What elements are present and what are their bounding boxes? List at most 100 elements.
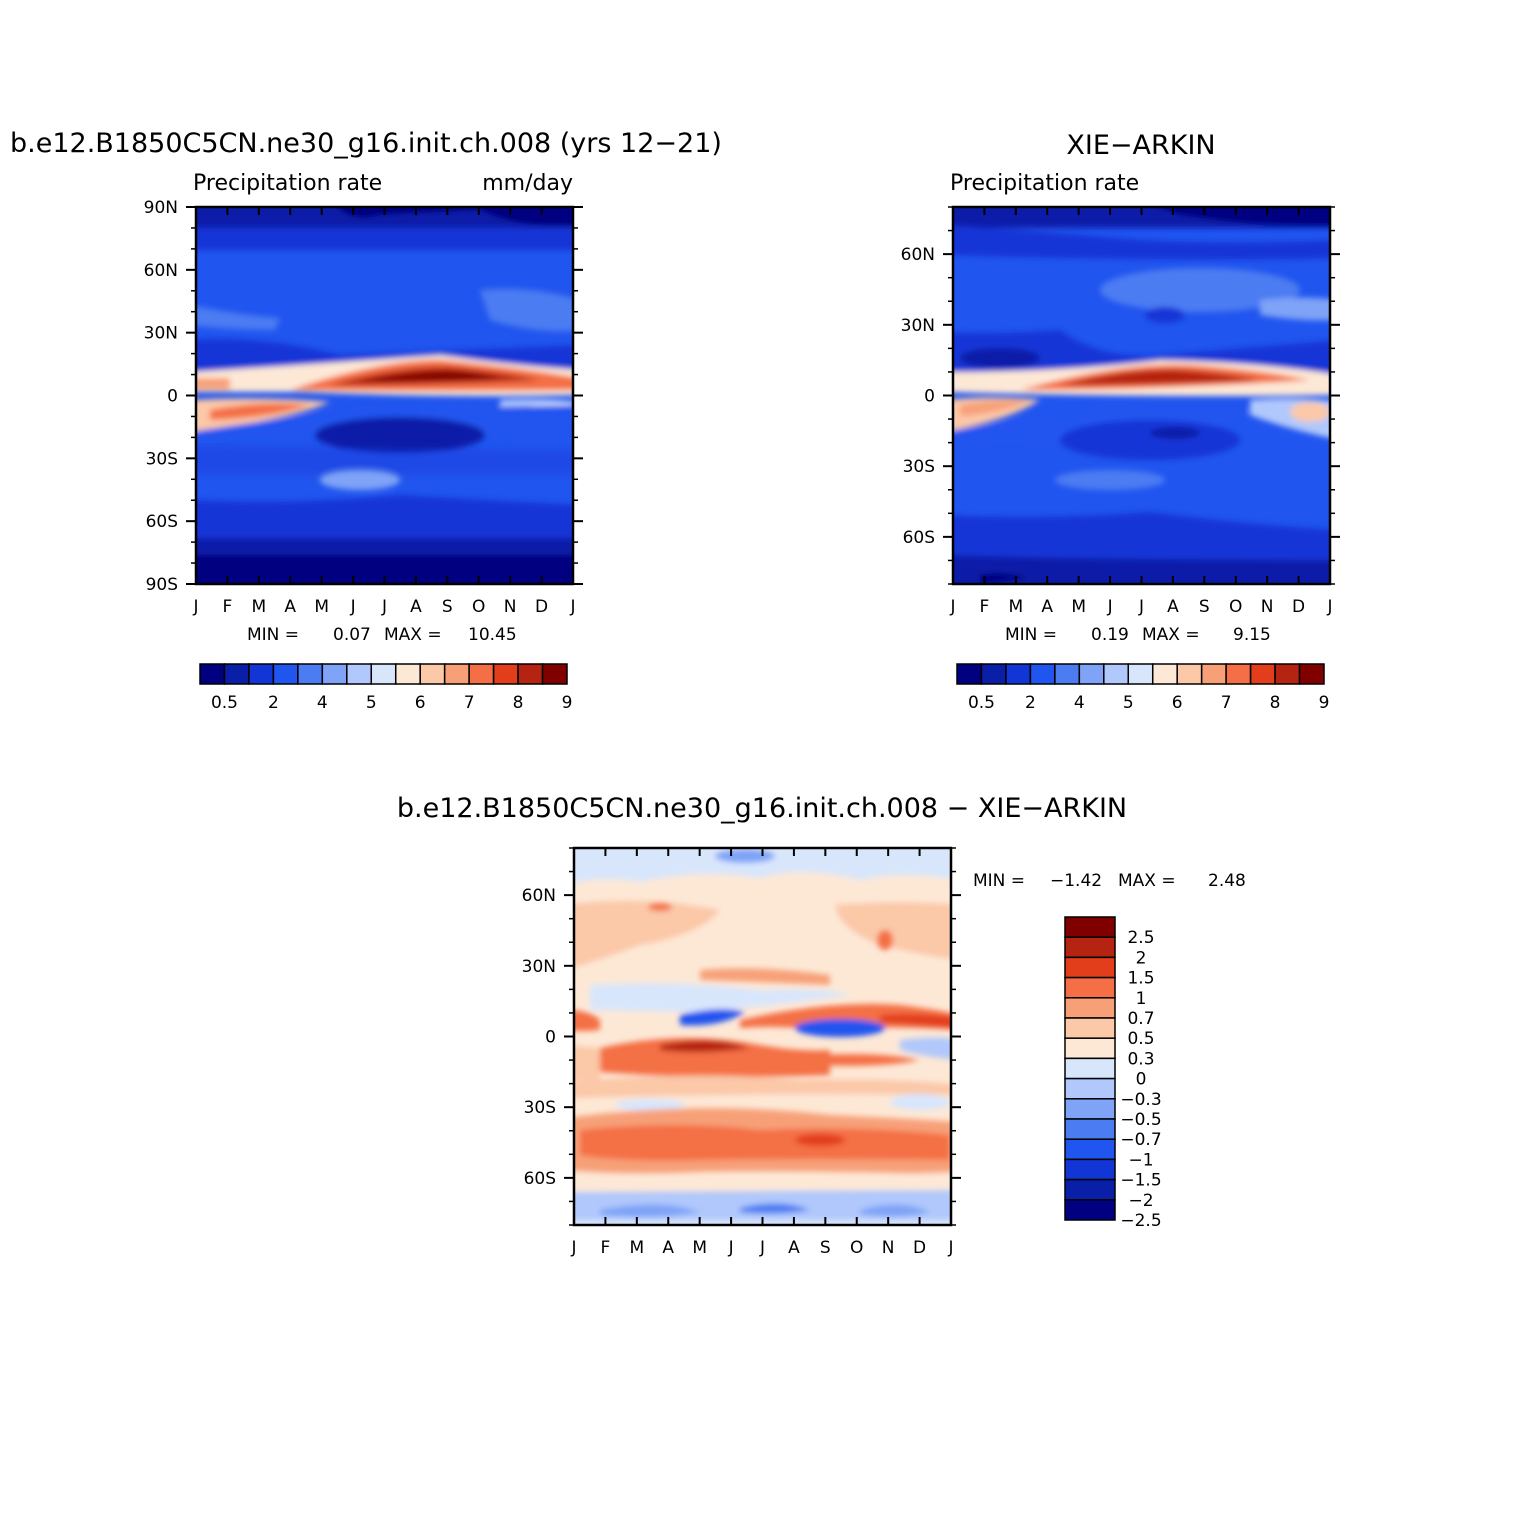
colorbar-label: 5 xyxy=(1123,693,1134,713)
colorbar-box xyxy=(370,663,397,685)
colorbar-box xyxy=(541,663,568,685)
x-tick-label: F xyxy=(601,1238,611,1258)
colorbar-box xyxy=(394,663,421,685)
y-tick-label: 60S xyxy=(903,528,935,548)
colorbar-box xyxy=(1064,1057,1116,1080)
colorbar-label: 4 xyxy=(1074,693,1085,713)
x-tick-label: M xyxy=(692,1238,707,1258)
y-tick-label: 90S xyxy=(146,575,178,595)
x-tick-label: J xyxy=(1326,597,1332,617)
x-tick-label: O xyxy=(850,1238,863,1258)
panel-model-min-label: MIN = xyxy=(247,625,299,645)
x-tick-label: M xyxy=(314,597,329,617)
x-tick-label: A xyxy=(410,597,422,617)
x-tick-label: D xyxy=(913,1238,926,1258)
panel-obs-subtitle: Precipitation rate xyxy=(950,171,1139,196)
colorbar-label: 0.5 xyxy=(968,693,995,713)
colorbar-box xyxy=(1029,663,1056,685)
y-tick-label: 90N xyxy=(144,198,178,218)
colorbar-label: 2 xyxy=(268,693,279,713)
y-tick-label: 30S xyxy=(146,449,178,469)
panel-difference-min-label: MIN = xyxy=(973,871,1025,891)
colorbar-box xyxy=(468,663,495,685)
panel-difference-min-value: −1.42 xyxy=(1050,871,1102,891)
x-tick-label: A xyxy=(662,1238,674,1258)
panel-model-field xyxy=(196,207,573,584)
colorbar-label: −2.5 xyxy=(1120,1211,1161,1231)
colorbar-box xyxy=(1064,1118,1116,1140)
panel-obs-max-value: 9.15 xyxy=(1233,625,1271,645)
colorbar-label: 2.5 xyxy=(1127,928,1154,948)
colorbar-box xyxy=(1064,1017,1116,1039)
colorbar-box xyxy=(1064,997,1116,1019)
colorbar-box xyxy=(1064,936,1116,959)
x-tick-label: J xyxy=(570,1238,576,1258)
x-tick-label: J xyxy=(728,1238,734,1258)
colorbar-box xyxy=(1274,663,1301,685)
colorbar-label: 7 xyxy=(1221,693,1232,713)
x-tick-label: J xyxy=(949,597,955,617)
panel-difference-field xyxy=(574,848,951,1225)
panel-difference-max-value: 2.48 xyxy=(1208,871,1246,891)
colorbar-box xyxy=(1103,663,1130,685)
panel-obs: XIE−ARKIN Precipitation rate xyxy=(901,130,1340,713)
colorbar-label: 6 xyxy=(415,693,426,713)
x-tick-label: O xyxy=(472,597,485,617)
colorbar-box xyxy=(1298,663,1325,685)
colorbar-label: 6 xyxy=(1172,693,1183,713)
x-tick-label: A xyxy=(284,597,296,617)
x-tick-label: M xyxy=(1008,597,1023,617)
colorbar-box xyxy=(1064,1178,1116,1201)
colorbar-box xyxy=(1249,663,1276,685)
x-tick-label: M xyxy=(629,1238,644,1258)
colorbar-label: 8 xyxy=(513,693,524,713)
colorbar-box xyxy=(980,663,1007,685)
colorbar-box xyxy=(1054,663,1081,685)
colorbar-box xyxy=(1064,956,1116,979)
colorbar-box xyxy=(297,663,324,685)
colorbar-box xyxy=(272,663,299,685)
y-tick-label: 30N xyxy=(901,316,935,336)
x-tick-label: O xyxy=(1229,597,1242,617)
colorbar-label: 0.7 xyxy=(1127,1009,1154,1029)
panel-model-units: mm/day xyxy=(482,171,573,196)
x-tick-label: J xyxy=(192,597,198,617)
y-tick-label: 60S xyxy=(146,512,178,532)
panel-difference-title: b.e12.B1850C5CN.ne30_g16.init.ch.008 − X… xyxy=(397,793,1127,824)
colorbar-box xyxy=(1064,1037,1116,1060)
colorbar-box xyxy=(492,663,519,685)
panel-obs-title: XIE−ARKIN xyxy=(1066,130,1215,161)
colorbar-label: 2 xyxy=(1136,948,1147,968)
colorbar-label: 0.5 xyxy=(1127,1029,1154,1049)
colorbar-label: 0.3 xyxy=(1127,1049,1154,1069)
colorbar-box xyxy=(1176,663,1203,685)
x-tick-label: A xyxy=(1041,597,1053,617)
y-tick-label: 0 xyxy=(167,387,178,407)
panel-model-title: b.e12.B1850C5CN.ne30_g16.init.ch.008 (yr… xyxy=(10,128,722,159)
colorbar-box xyxy=(419,663,446,685)
y-tick-label: 60S xyxy=(524,1169,556,1189)
colorbar-label: 8 xyxy=(1270,693,1281,713)
x-tick-label: J xyxy=(381,597,387,617)
colorbar-box xyxy=(956,663,983,685)
colorbar-box xyxy=(1127,663,1154,685)
colorbar-box xyxy=(1064,1098,1116,1120)
y-tick-label: 0 xyxy=(924,387,935,407)
colorbar-box xyxy=(517,663,544,685)
colorbar-box xyxy=(223,663,250,685)
panel-model-min-value: 0.07 xyxy=(333,625,371,645)
colorbar-label: 0.5 xyxy=(211,693,238,713)
panel-difference-colorbar: 2.521.510.70.50.30−0.3−0.5−0.7−1−1.5−2−2… xyxy=(1064,916,1162,1231)
x-tick-label: J xyxy=(1107,597,1113,617)
x-tick-label: J xyxy=(947,1238,953,1258)
colorbar-label: −2 xyxy=(1128,1191,1153,1211)
x-tick-label: J xyxy=(350,597,356,617)
x-tick-label: A xyxy=(1167,597,1179,617)
x-tick-label: S xyxy=(820,1238,831,1258)
panel-obs-max-label: MAX = xyxy=(1142,625,1200,645)
panel-model-max-label: MAX = xyxy=(384,625,442,645)
x-tick-label: J xyxy=(1138,597,1144,617)
colorbar-box xyxy=(1064,976,1116,999)
